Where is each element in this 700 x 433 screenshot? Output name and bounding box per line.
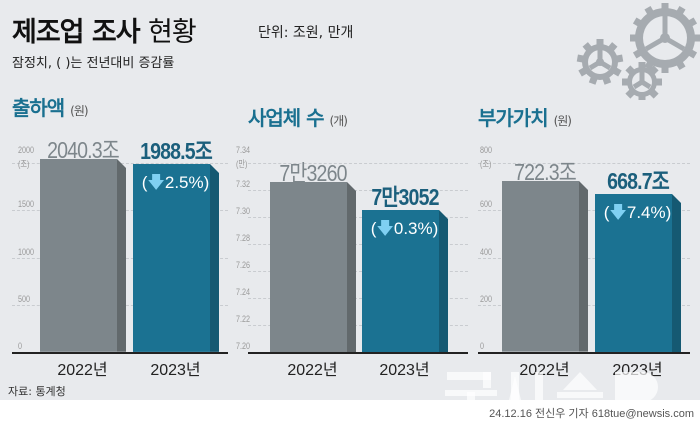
gridline — [248, 190, 468, 191]
y-axis-unit: (조) — [18, 159, 30, 169]
gears-icon — [576, 3, 700, 100]
unit-note: 단위: 조원, 만개 — [258, 25, 354, 41]
chart-title-text: 사업체 수 — [248, 106, 325, 130]
down-arrow-icon: 🡇 — [609, 203, 627, 223]
down-arrow-icon: 🡇 — [376, 218, 394, 238]
x-tick-label: 2022년 — [287, 362, 338, 379]
y-tick-label: 0 — [480, 341, 485, 351]
page-title: 제조업 조사 현황 — [12, 10, 197, 49]
y-tick-label: 500 — [18, 293, 31, 304]
y-tick-label: 1000 — [18, 246, 35, 257]
bar-2022 — [40, 159, 126, 352]
y-tick-label: 1500 — [18, 199, 35, 210]
gridline — [248, 271, 468, 272]
y-tick-label: 7.30 — [236, 206, 251, 216]
y-axis-unit: (만) — [236, 159, 248, 169]
gridline — [248, 163, 468, 164]
y-tick-label: 7.26 — [236, 260, 251, 270]
y-tick-label: 7.28 — [236, 233, 251, 243]
x-tick-label: 2023년 — [150, 362, 201, 379]
bar-2023 — [362, 209, 448, 352]
chart-unit: (개) — [329, 114, 348, 128]
watermark-logo — [445, 372, 658, 402]
bar-2023 — [595, 194, 681, 352]
value-label: 7만3052 — [370, 183, 439, 210]
source-label: 자료: 통계청 — [8, 385, 66, 398]
change-label: (🡇7.4%) — [603, 203, 672, 223]
gridline — [248, 244, 468, 245]
x-tick-label: 2022년 — [519, 362, 570, 379]
credit-line: 24.12.16 전신우 기자 618tue@newsis.com — [489, 408, 694, 420]
bar-2023 — [133, 164, 219, 352]
provisional-note: 잠정치, ( )는 전년대비 증감률 — [12, 56, 175, 71]
y-tick-label: 800 — [480, 145, 493, 155]
y-tick-label: 400 — [480, 246, 493, 257]
change-label: (🡇0.3%) — [370, 218, 439, 238]
baseline — [248, 352, 468, 354]
y-tick-label: 7.24 — [236, 287, 251, 297]
y-tick-label: 0 — [18, 341, 23, 351]
y-tick-label: 7.32 — [236, 179, 251, 189]
gridline — [248, 325, 468, 326]
value-label: 7만3260 — [278, 159, 347, 186]
change-value: 7.4% — [626, 203, 666, 223]
y-tick-label: 200 — [480, 293, 493, 304]
y-tick-label: 7.34 — [236, 145, 251, 155]
chart-unit: (원) — [553, 114, 572, 128]
chart-title: 사업체 수 (개) — [248, 102, 348, 131]
chart-unit: (원) — [70, 104, 88, 118]
baseline — [12, 352, 228, 354]
x-tick-label: 2022년 — [57, 362, 108, 379]
value-label: 1988.5조 — [139, 138, 213, 165]
x-tick-label: 2023년 — [379, 362, 430, 379]
y-tick-label: 600 — [480, 199, 493, 210]
y-tick-label: 7.22 — [236, 314, 251, 324]
chart-title: 출하액 (원) — [12, 92, 89, 121]
gridline — [248, 217, 468, 218]
chart-title: 부가가치 (원) — [478, 102, 572, 131]
change-label: (🡇2.5%) — [141, 173, 210, 193]
gridline — [248, 298, 468, 299]
title-light: 현황 — [148, 17, 197, 48]
chart-title-text: 출하액 — [12, 96, 65, 120]
value-label: 668.7조 — [606, 168, 670, 195]
y-axis-unit: (조) — [480, 159, 492, 169]
change-value: 0.3% — [393, 218, 433, 238]
title-bold: 제조업 조사 — [12, 17, 141, 48]
change-value: 2.5% — [164, 173, 204, 193]
down-arrow-icon: 🡇 — [147, 173, 165, 193]
y-tick-label: 7.20 — [236, 341, 251, 351]
chart-title-text: 부가가치 — [478, 106, 549, 130]
bar-2022 — [270, 181, 356, 352]
y-tick-label: 2000 — [18, 145, 35, 155]
value-label: 2040.3조 — [46, 137, 120, 164]
value-label: 722.3조 — [513, 159, 577, 186]
bar-2022 — [502, 181, 588, 352]
baseline — [478, 352, 690, 354]
gridline — [478, 163, 690, 164]
